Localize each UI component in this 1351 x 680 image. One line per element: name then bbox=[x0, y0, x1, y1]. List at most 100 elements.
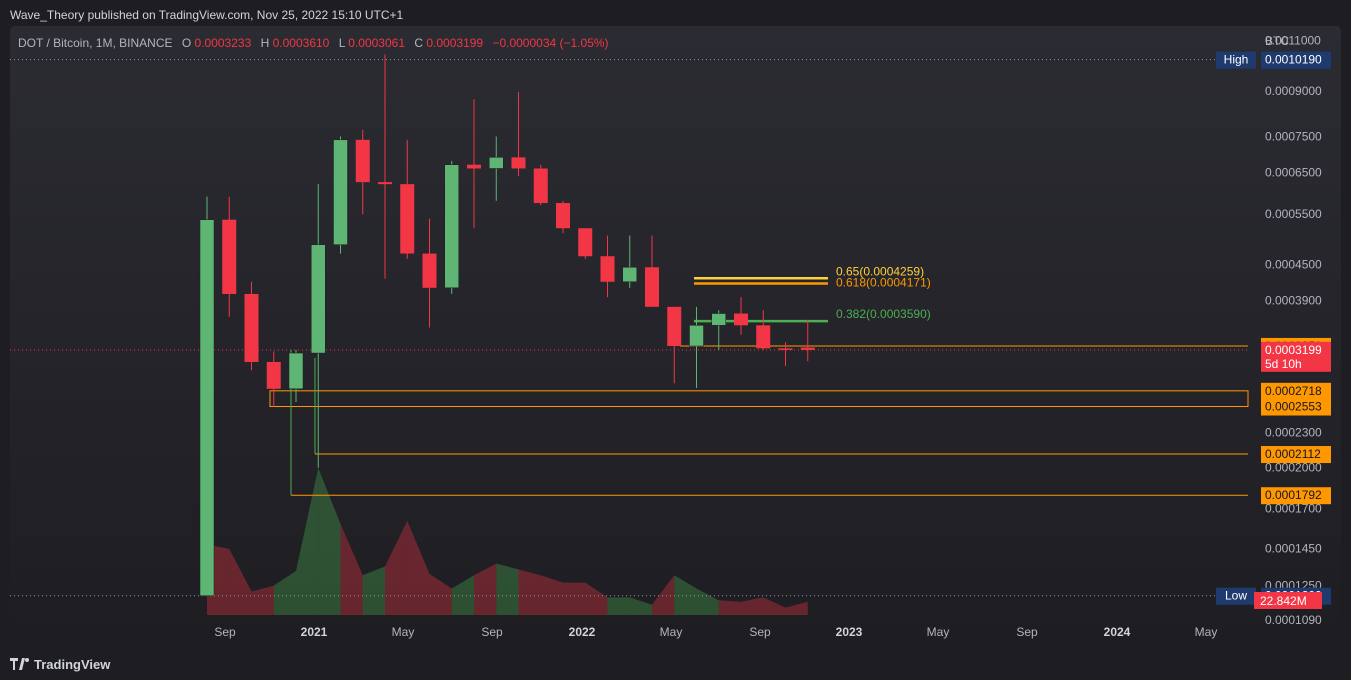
level-price-tag bbox=[1261, 382, 1331, 400]
support-zone-rect bbox=[269, 390, 1249, 408]
volume-area bbox=[496, 563, 519, 615]
last-price-countdown: 5d 10h bbox=[1265, 357, 1302, 371]
x-tick-label: 2024 bbox=[1104, 625, 1131, 639]
low-tag: Low bbox=[1225, 589, 1247, 603]
y-tick-label: 0.0001450 bbox=[1265, 541, 1322, 555]
candle-body bbox=[511, 157, 526, 169]
candle-body bbox=[667, 306, 682, 347]
x-tick-label: Sep bbox=[481, 625, 503, 639]
level-price-label: 0.0002553 bbox=[1265, 400, 1322, 414]
close-key: C bbox=[414, 36, 424, 50]
price-chart[interactable]: 0.65(0.0004259)0.618(0.0004171) 0.382(0.0… bbox=[10, 26, 1341, 648]
last-price-label: 0.0003199 bbox=[1265, 343, 1322, 357]
x-tick-label: 2022 bbox=[569, 625, 596, 639]
last-price-tag bbox=[1261, 341, 1331, 372]
candle-body bbox=[266, 361, 281, 389]
candle-body bbox=[489, 157, 504, 169]
y-tick-label: 0.0001700 bbox=[1265, 501, 1322, 515]
close-value: 0.0003199 bbox=[426, 36, 484, 50]
candle-body bbox=[600, 256, 615, 282]
volume-area bbox=[451, 575, 474, 615]
low-key: L bbox=[338, 36, 345, 50]
volume-area bbox=[296, 468, 319, 615]
volume-area bbox=[696, 588, 719, 615]
y-tick-label: 0.0004500 bbox=[1265, 257, 1322, 271]
candle-body bbox=[222, 219, 237, 294]
volume-area bbox=[741, 597, 764, 615]
fib-level-label: 0.65(0.0004259) bbox=[836, 264, 924, 278]
x-tick-label: 2023 bbox=[836, 625, 863, 639]
chart-panel[interactable]: 0.65(0.0004259) 0.618(0.0004171) 0.382(0.0… bbox=[10, 26, 1341, 648]
volume-area bbox=[385, 520, 408, 615]
level-price-label: 0.0002112 bbox=[1265, 447, 1321, 461]
y-tick-label: 0.0002300 bbox=[1265, 426, 1322, 440]
symbol-legend: DOT / Bitcoin, 1M, BINANCE O 0.0003233 H… bbox=[18, 36, 609, 50]
candle-body bbox=[622, 267, 637, 283]
candle-body bbox=[333, 139, 348, 245]
candle-body bbox=[288, 352, 304, 390]
x-tick-label: May bbox=[1195, 625, 1218, 639]
x-tick-label: 2021 bbox=[301, 625, 328, 639]
level-price-tag bbox=[1261, 398, 1331, 416]
publish-header: Wave_Theory published on TradingView.com… bbox=[0, 0, 1351, 26]
candle-body bbox=[800, 347, 815, 350]
level-price-tag bbox=[1261, 487, 1331, 505]
y-tick-label: 0.0005500 bbox=[1265, 207, 1322, 221]
level-price-label: 0.0002718 bbox=[1265, 384, 1322, 398]
volume-area bbox=[318, 468, 341, 615]
level-price-tag bbox=[1261, 446, 1331, 464]
x-tick-label: May bbox=[927, 625, 950, 639]
high-key: H bbox=[260, 36, 270, 50]
y-tick-label: 0.0001090 bbox=[1265, 613, 1322, 627]
volume-area bbox=[340, 523, 363, 615]
candle-body bbox=[467, 164, 481, 169]
tradingview-brand[interactable]: TradingView bbox=[34, 656, 111, 672]
open-key: O bbox=[181, 36, 192, 50]
fib-level-label: 0.382(0.0003590) bbox=[836, 307, 931, 321]
volume-area bbox=[362, 566, 385, 615]
low-value: 0.0003061 bbox=[348, 36, 405, 50]
x-tick-label: Sep bbox=[214, 625, 236, 639]
candle-body bbox=[645, 267, 659, 307]
candle-body bbox=[311, 244, 326, 354]
candle-body bbox=[244, 293, 259, 362]
volume-area bbox=[273, 570, 296, 615]
volume-label: 22.842M bbox=[1260, 594, 1307, 608]
fib-level-label: 0.618(0.0004171) bbox=[836, 275, 931, 289]
candle-body bbox=[689, 325, 704, 347]
candle-body bbox=[444, 164, 459, 289]
volume-tag-bg bbox=[1254, 592, 1322, 609]
volume-area bbox=[785, 601, 808, 615]
symbol-title: DOT / Bitcoin, 1M, BINANCE bbox=[18, 36, 173, 50]
candle-body bbox=[422, 253, 437, 288]
high-price-bg bbox=[1261, 51, 1331, 69]
candle-body bbox=[711, 313, 726, 326]
candle-body bbox=[355, 139, 370, 183]
high-tag: High bbox=[1224, 53, 1249, 67]
volume-area bbox=[474, 563, 497, 615]
volume-area bbox=[652, 575, 675, 615]
footer: TradingView bbox=[10, 654, 110, 674]
volume-area bbox=[540, 575, 563, 615]
high-value: 0.0003610 bbox=[272, 36, 330, 50]
x-tick-label: May bbox=[660, 625, 683, 639]
candle-body bbox=[756, 325, 771, 349]
tradingview-logo-icon bbox=[10, 658, 29, 670]
candle-body bbox=[533, 168, 548, 204]
candle-body bbox=[378, 182, 392, 185]
volume-area bbox=[674, 575, 697, 615]
volume-area bbox=[229, 548, 252, 615]
y-tick-label: 0.0011000 bbox=[1265, 33, 1321, 47]
publisher-text: Wave_Theory published on TradingView.com… bbox=[10, 8, 404, 22]
volume-area bbox=[518, 569, 541, 615]
volume-area bbox=[763, 597, 786, 615]
y-tick-label: 0.0003900 bbox=[1265, 293, 1322, 307]
low-tag-bg bbox=[1216, 587, 1256, 605]
volume-area bbox=[429, 573, 452, 615]
volume-area bbox=[607, 597, 630, 615]
high-tag-bg bbox=[1216, 51, 1256, 69]
candle-body bbox=[199, 219, 215, 596]
candle-body bbox=[778, 348, 793, 350]
y-tick-label: 0.0007500 bbox=[1265, 129, 1322, 143]
candle-body bbox=[734, 313, 748, 326]
